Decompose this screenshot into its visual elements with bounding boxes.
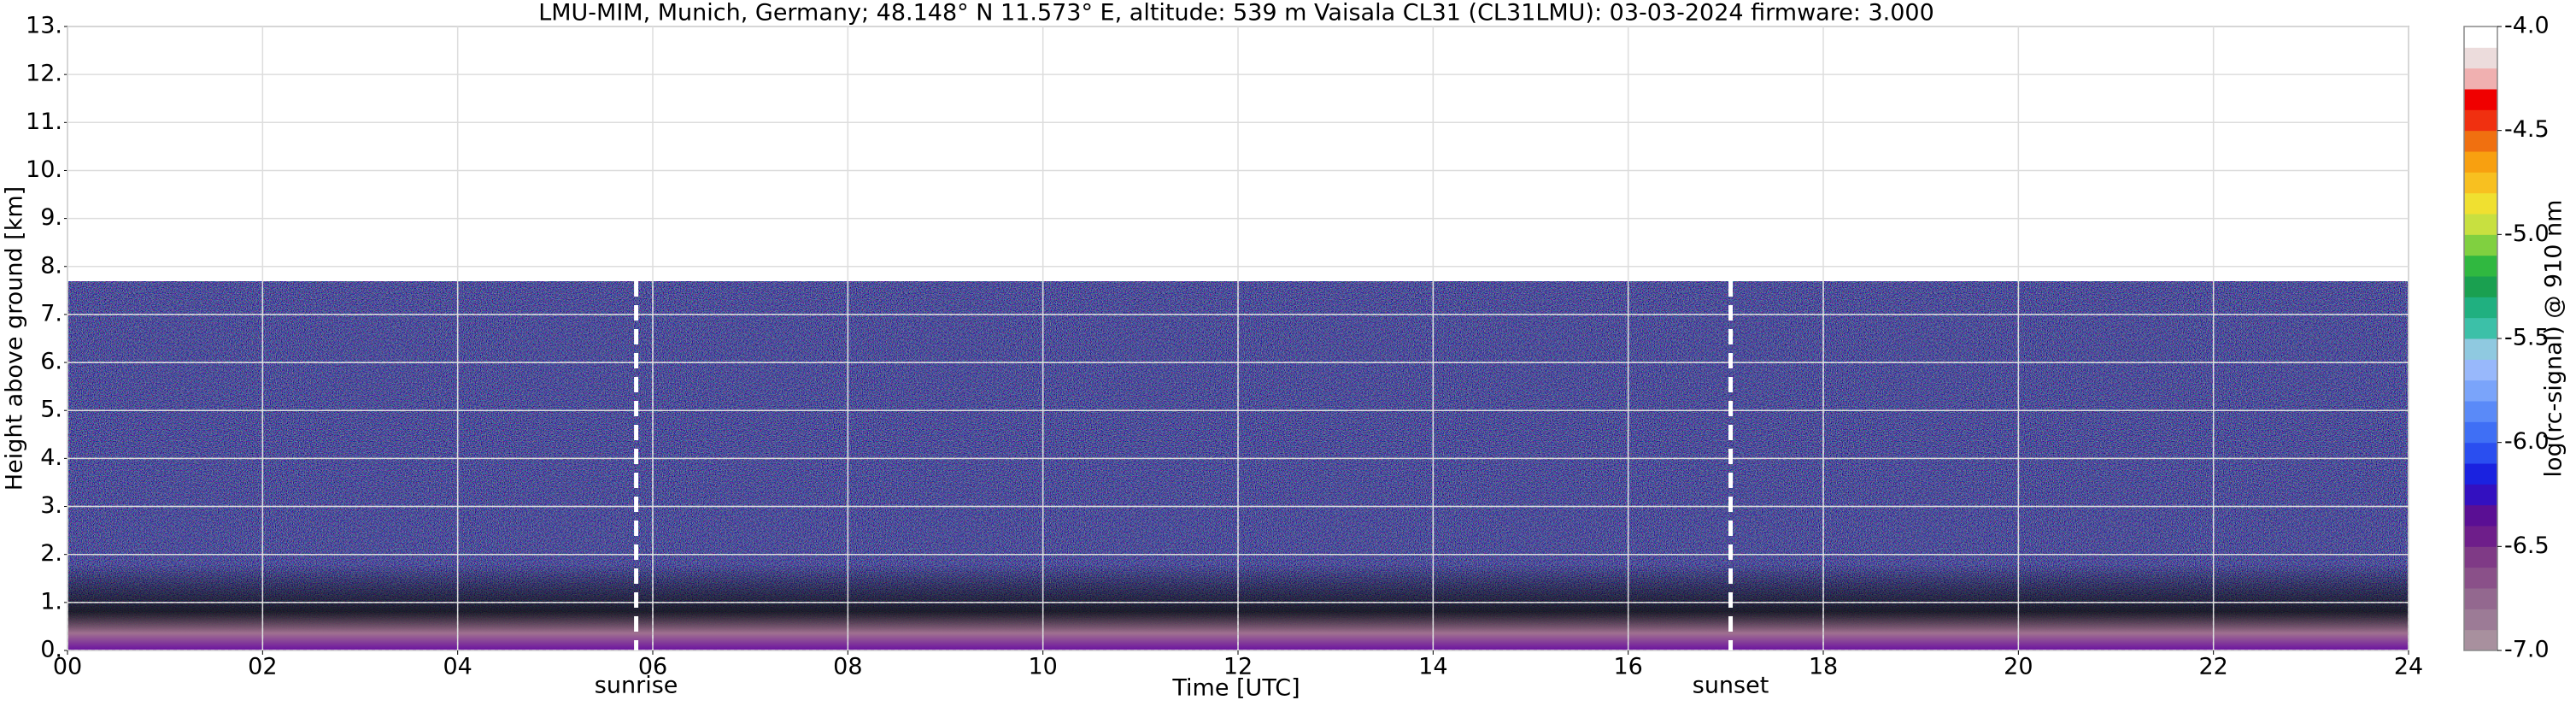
colorbar-swatch <box>2464 463 2497 485</box>
colorbar-swatch <box>2464 109 2497 132</box>
colorbar-swatch <box>2464 317 2497 339</box>
x-tick-label: 16 <box>1613 654 1642 680</box>
x-axis-label: Time [UTC] <box>1171 675 1300 702</box>
y-tick-label: 13. <box>26 13 62 39</box>
colorbar-tick-label: -4.0 <box>2504 13 2550 39</box>
colorbar-swatch <box>2464 234 2497 256</box>
colorbar-swatch <box>2464 609 2497 631</box>
x-tick-label: 08 <box>833 654 862 680</box>
colorbar-swatch <box>2464 484 2497 506</box>
sun-label: sunset <box>1693 673 1769 699</box>
colorbar-swatch <box>2464 68 2497 90</box>
colorbar-swatch <box>2464 442 2497 464</box>
colorbar-swatch <box>2464 629 2497 651</box>
y-tick-label: 11. <box>26 109 62 135</box>
colorbar-swatch <box>2464 297 2497 319</box>
y-tick-label: 7. <box>40 300 62 327</box>
colorbar-swatch <box>2464 359 2497 381</box>
colorbar-swatch <box>2464 338 2497 360</box>
colorbar-swatch <box>2464 255 2497 277</box>
y-tick-label: 3. <box>40 492 62 519</box>
y-tick-label: 8. <box>40 252 62 279</box>
colorbar-tick-label: -6.0 <box>2504 428 2550 455</box>
colorbar-swatch <box>2464 567 2497 589</box>
colorbar-swatch <box>2464 26 2497 48</box>
colorbar-swatch <box>2464 214 2497 235</box>
y-tick-label: 10. <box>26 156 62 183</box>
colorbar-tick-label: -7.0 <box>2504 637 2550 663</box>
x-tick-label: 20 <box>2004 654 2033 680</box>
x-tick-label: 00 <box>53 654 82 680</box>
x-tick-label: 22 <box>2198 654 2227 680</box>
colorbar-swatch <box>2464 192 2497 215</box>
colorbar-tick-label: -5.0 <box>2504 221 2550 247</box>
x-tick-label: 24 <box>2394 654 2423 680</box>
chart-title: LMU-MIM, Munich, Germany; 48.148° N 11.5… <box>538 0 1934 26</box>
y-tick-label: 12. <box>26 61 62 87</box>
colorbar-swatch <box>2464 172 2497 194</box>
colorbar-swatch <box>2464 47 2497 69</box>
colorbar-swatch <box>2464 130 2497 152</box>
x-tick-label: 12 <box>1223 654 1253 680</box>
colorbar-swatch <box>2464 151 2497 173</box>
x-tick-label: 14 <box>1418 654 1447 680</box>
x-tick-label: 04 <box>443 654 472 680</box>
x-tick-label: 10 <box>1028 654 1057 680</box>
colorbar-swatch <box>2464 276 2497 297</box>
colorbar-tick-label: -4.5 <box>2504 116 2550 143</box>
y-tick-label: 1. <box>40 588 62 615</box>
colorbar-swatch <box>2464 526 2497 547</box>
y-tick-label: 6. <box>40 349 62 375</box>
colorbar-swatch <box>2464 588 2497 609</box>
colorbar-swatch <box>2464 546 2497 568</box>
y-tick-label: 0. <box>40 637 62 663</box>
x-tick-label: 18 <box>1809 654 1838 680</box>
x-tick-label: 02 <box>248 654 277 680</box>
x-tick-label: 06 <box>638 654 667 680</box>
colorbar-label: log(rc-signal) @ 910 nm <box>2541 200 2567 478</box>
colorbar-swatch <box>2464 89 2497 110</box>
colorbar-tick-label: -5.5 <box>2504 325 2550 351</box>
y-tick-label: 9. <box>40 204 62 231</box>
sun-label: sunrise <box>595 673 678 699</box>
colorbar-swatch <box>2464 504 2497 527</box>
colorbar-swatch <box>2464 401 2497 422</box>
colorbar-swatch <box>2464 379 2497 402</box>
y-tick-label: 4. <box>40 444 62 471</box>
y-tick-label: 2. <box>40 540 62 567</box>
y-tick-label: 5. <box>40 397 62 423</box>
colorbar-tick-label: -6.5 <box>2504 532 2550 559</box>
colorbar-swatch <box>2464 421 2497 444</box>
y-axis-label: Height above ground [km] <box>2 186 28 491</box>
